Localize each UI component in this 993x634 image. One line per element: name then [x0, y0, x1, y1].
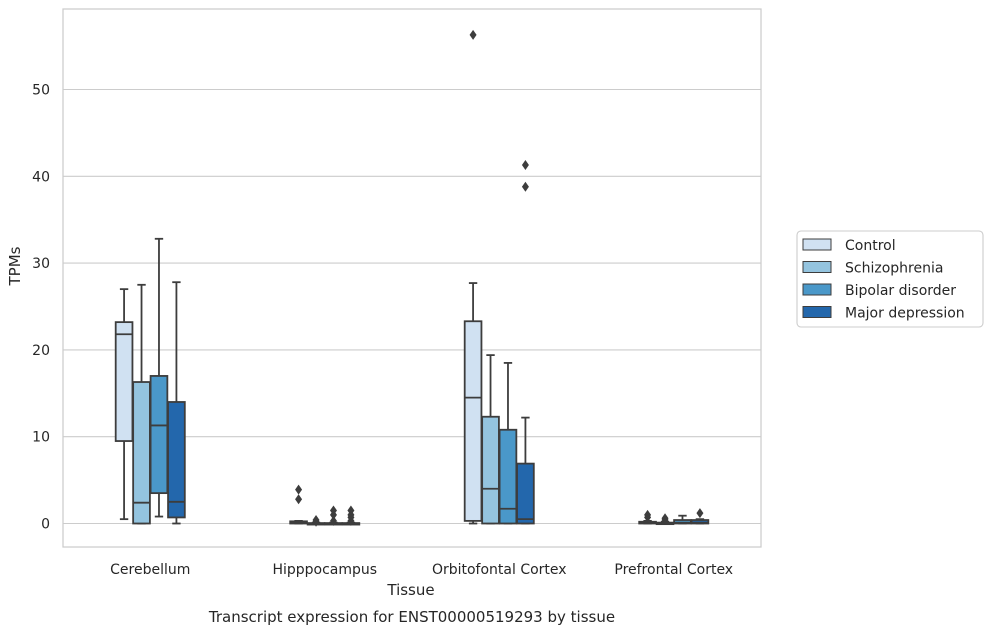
legend-label: Control [845, 238, 896, 254]
legend-swatch [802, 283, 832, 296]
x-tick-labels: Cerebellum Hipppocampus Orbitofontal Corte… [110, 562, 733, 578]
y-tick-labels: 0 10 20 30 40 50 [32, 83, 50, 533]
box-2-3 [673, 514, 692, 525]
legend-label: Schizophrenia [845, 261, 943, 277]
outlier-0 [696, 508, 704, 519]
x-tick-label-1: Hipppocampus [272, 562, 377, 578]
box-1-2 [481, 354, 500, 525]
legend: Control Schizophrenia Bipolar disorder Majo… [796, 230, 984, 328]
y-tick-label-20: 20 [32, 343, 50, 359]
box-1-3 [655, 513, 675, 526]
y-axis-label: TPMs [6, 246, 24, 286]
legend-item-2: Bipolar disorder [802, 283, 956, 299]
box-iqr [463, 320, 483, 522]
box-2-1 [324, 505, 343, 526]
box-0-1 [289, 484, 308, 525]
outlier-0 [521, 181, 529, 192]
outlier-1 [295, 484, 303, 495]
x-tick-label-2: Orbitofontal Cortex [432, 562, 567, 578]
box-2-0 [149, 237, 169, 518]
y-tick-label-30: 30 [32, 256, 50, 272]
box-iqr [114, 321, 134, 442]
box-3-0 [167, 281, 186, 525]
x-tick-label-0: Cerebellum [110, 562, 190, 578]
box-2-2 [498, 362, 518, 525]
legend-item-3: Major depression [802, 306, 965, 322]
x-axis-label: Tissue [386, 581, 434, 599]
outlier-0 [295, 494, 303, 505]
outlier-0 [469, 29, 477, 40]
legend-label: Bipolar disorder [845, 283, 956, 299]
outlier-1 [312, 515, 320, 526]
box-3-3 [690, 508, 710, 525]
outlier-3 [347, 505, 355, 516]
legend-swatch [802, 306, 832, 318]
outlier-1 [644, 509, 652, 520]
box-3-1 [341, 505, 361, 526]
outlier-1 [521, 160, 529, 171]
box-iqr [167, 401, 186, 519]
y-tick-label-0: 0 [41, 517, 50, 533]
legend-label: Major depression [845, 306, 965, 322]
box-1-1 [306, 515, 326, 527]
y-tick-label-10: 10 [32, 430, 50, 446]
outlier-0 [329, 515, 337, 526]
box-1-0 [132, 283, 151, 525]
box-iqr [516, 462, 535, 525]
plot-frame [62, 8, 762, 548]
chart-caption: Transcript expression for ENST0000051929… [208, 608, 615, 626]
box-0-3 [638, 509, 657, 525]
x-tick-label-3: Prefrontal Cortex [614, 562, 733, 578]
box-0-0 [114, 288, 134, 521]
box-layer [114, 29, 710, 527]
legend-item-1: Schizophrenia [802, 261, 943, 277]
outlier-1 [661, 513, 669, 524]
outlier-2 [329, 505, 337, 516]
legend-frame [796, 230, 984, 328]
box-0-2 [463, 29, 483, 525]
legend-swatch [802, 238, 832, 251]
box-iqr [149, 375, 169, 495]
legend-item-0: Control [802, 238, 896, 254]
y-tick-label-40: 40 [32, 169, 50, 185]
box-iqr [481, 415, 500, 525]
box-3-2 [516, 160, 535, 525]
legend-swatch [802, 261, 832, 273]
y-tick-label-50: 50 [32, 83, 50, 99]
